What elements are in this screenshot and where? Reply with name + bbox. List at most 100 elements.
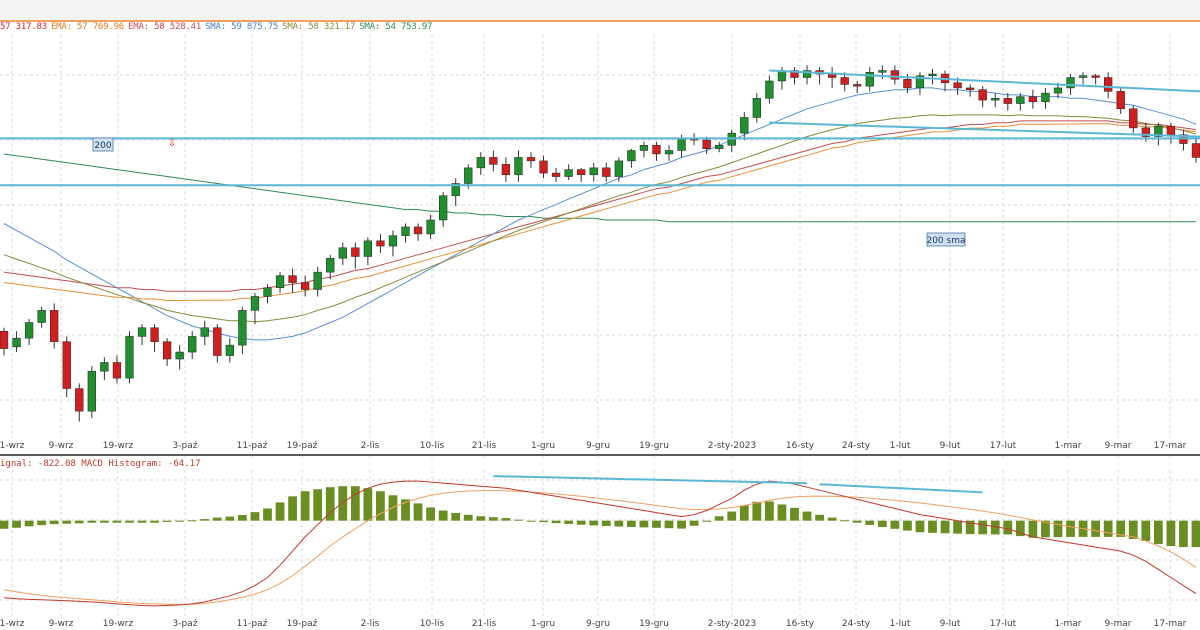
histogram-bar-23 [288, 496, 297, 521]
candle-body-40 [501, 164, 511, 176]
price-x-axis-tick-label-15: 1-lut [890, 441, 911, 451]
indicator-value-1: EMA: 57 769.96 [50, 22, 125, 32]
candle-body-7 [87, 370, 96, 412]
candle-body-21 [263, 287, 272, 297]
histogram-bar-41 [514, 519, 523, 521]
candle-body-56 [702, 139, 711, 149]
candle-body-81 [1016, 96, 1025, 104]
candle-body-6 [75, 388, 84, 412]
candle-body-41 [514, 157, 523, 176]
histogram-bar-94 [1179, 520, 1188, 548]
histogram-bar-47 [589, 520, 599, 526]
candle-body-13 [162, 341, 172, 360]
price-trendline-1 [769, 121, 1200, 138]
histogram-bar-55 [689, 520, 699, 526]
macd-x-axis-tick-label-7: 10-lis [420, 619, 445, 629]
candle-body-86 [1078, 75, 1088, 78]
histogram-bar-29 [363, 488, 373, 521]
candle-body-78 [978, 89, 987, 101]
candle-body-1 [12, 337, 21, 348]
candle-body-87 [1091, 75, 1100, 78]
candle-body-74 [928, 73, 937, 77]
histogram-bar-26 [325, 487, 335, 521]
price-x-axis-tick-label-12: 2-sty-2023 [708, 441, 757, 451]
indicator-value-4: SMA: 58 321.17 [282, 22, 356, 32]
histogram-bar-6 [74, 520, 84, 524]
candle-body-30 [376, 240, 385, 247]
histogram-bar-49 [614, 520, 624, 527]
histogram-bar-14 [175, 520, 185, 522]
histogram-bar-36 [451, 512, 461, 521]
candle-body-53 [664, 150, 674, 155]
histogram-bar-1 [12, 520, 21, 528]
candle-body-67 [840, 77, 849, 85]
histogram-bar-95 [1191, 520, 1200, 548]
candle-body-22 [275, 275, 285, 289]
histogram-bar-17 [212, 517, 222, 521]
candle-body-68 [853, 84, 862, 87]
candle-body-35 [439, 195, 448, 221]
signal-line [3, 490, 1197, 606]
panel-separator [0, 454, 1200, 456]
candle-body-92 [1154, 125, 1163, 137]
price-chart-panel[interactable]: 200 200 sma ⇩ [0, 35, 1200, 458]
macd-x-axis-tick-label-15: 1-lut [890, 619, 911, 629]
histogram-bar-59 [739, 505, 749, 521]
macd-x-axis-bg [0, 616, 1200, 630]
histogram-bar-28 [350, 486, 360, 521]
histogram-bar-52 [652, 520, 661, 528]
macd-x-axis-tick-label-17: 17-lut [990, 619, 1017, 629]
histogram-bar-73 [915, 520, 925, 533]
histogram-bar-3 [37, 520, 47, 526]
histogram-bar-64 [802, 511, 812, 521]
candle-body-50 [627, 150, 636, 162]
candle-body-9 [112, 362, 122, 379]
histogram-bar-85 [1066, 520, 1075, 537]
histogram-bar-68 [852, 520, 862, 523]
histogram-bar-18 [225, 516, 235, 521]
candle-body-23 [288, 275, 297, 283]
candle-body-19 [238, 310, 247, 346]
candle-body-57 [715, 145, 724, 149]
candle-body-36 [451, 183, 460, 196]
candle-body-93 [1166, 125, 1176, 136]
price-x-axis-tick-label-1: 9-wrz [49, 441, 74, 451]
price-x-axis-tick-label-17: 17-lut [990, 441, 1017, 451]
candle-body-59 [740, 117, 749, 134]
candle-body-77 [966, 87, 975, 90]
macd-trendline-1 [819, 483, 983, 494]
histogram-bar-77 [965, 520, 975, 535]
candle-body-83 [1041, 92, 1050, 103]
candle-body-5 [62, 341, 71, 389]
histogram-bar-70 [877, 520, 887, 527]
candle-body-88 [1104, 77, 1113, 92]
label-200-sma-box: 200 sma [926, 232, 966, 247]
price-x-axis-tick-label-10: 9-gru [586, 441, 610, 451]
price-trendline-0 [769, 69, 1200, 93]
label-200-text: 200 [94, 141, 111, 151]
histogram-bar-82 [1028, 520, 1038, 538]
candle-body-64 [802, 70, 812, 78]
histogram-bar-91 [1141, 520, 1151, 541]
candle-body-20 [250, 296, 260, 311]
histogram-bar-19 [238, 514, 247, 521]
candle-body-38 [476, 157, 485, 169]
sma-fast-line [3, 87, 1197, 341]
macd-x-axis-tick-label-18: 1-mar [1055, 619, 1082, 629]
candle-body-90 [1129, 108, 1138, 129]
histogram-bar-81 [1015, 520, 1025, 537]
histogram-bar-76 [953, 520, 962, 534]
candle-body-91 [1141, 127, 1150, 137]
price-x-axis-tick-label-3: 3-paź [173, 441, 198, 451]
macd-header-text: ignal: -822.08 MACD Histogram: -64.17 [0, 459, 201, 469]
price-x-axis-tick-label-4: 11-paź [237, 441, 268, 451]
histogram-bar-62 [777, 504, 787, 521]
candle-body-72 [903, 78, 912, 89]
histogram-bar-43 [539, 520, 548, 523]
histogram-bar-13 [162, 520, 172, 522]
candle-body-52 [652, 145, 661, 155]
macd-panel[interactable] [0, 470, 1200, 616]
price-x-axis-tick-label-5: 19-paź [287, 441, 318, 451]
histogram-bar-25 [313, 489, 323, 521]
